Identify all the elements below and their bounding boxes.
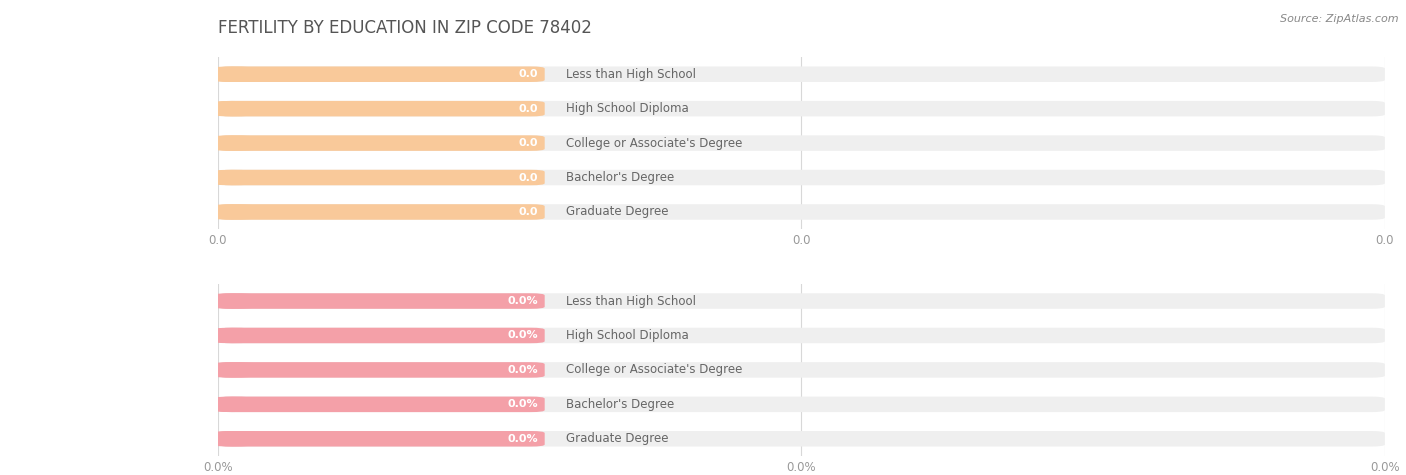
Text: High School Diploma: High School Diploma xyxy=(565,102,689,115)
FancyBboxPatch shape xyxy=(218,170,1385,185)
FancyBboxPatch shape xyxy=(218,431,544,446)
Text: 0.0: 0.0 xyxy=(519,69,537,79)
Text: 0.0%: 0.0% xyxy=(508,331,537,341)
Text: Less than High School: Less than High School xyxy=(565,68,696,81)
Text: High School Diploma: High School Diploma xyxy=(565,329,689,342)
FancyBboxPatch shape xyxy=(218,362,1385,378)
Text: College or Associate's Degree: College or Associate's Degree xyxy=(565,363,742,376)
FancyBboxPatch shape xyxy=(218,397,1385,412)
FancyBboxPatch shape xyxy=(218,328,1385,343)
FancyBboxPatch shape xyxy=(218,135,1385,151)
Circle shape xyxy=(184,102,280,115)
Circle shape xyxy=(184,171,280,184)
FancyBboxPatch shape xyxy=(218,204,1385,220)
FancyBboxPatch shape xyxy=(218,204,544,220)
Text: 0.0: 0.0 xyxy=(519,104,537,114)
Text: Less than High School: Less than High School xyxy=(565,294,696,307)
FancyBboxPatch shape xyxy=(218,328,544,343)
Circle shape xyxy=(184,67,280,81)
Circle shape xyxy=(184,398,280,411)
Circle shape xyxy=(184,363,280,377)
Circle shape xyxy=(184,432,280,446)
Text: College or Associate's Degree: College or Associate's Degree xyxy=(565,137,742,150)
Circle shape xyxy=(184,294,280,308)
Text: Source: ZipAtlas.com: Source: ZipAtlas.com xyxy=(1281,14,1399,24)
Text: FERTILITY BY EDUCATION IN ZIP CODE 78402: FERTILITY BY EDUCATION IN ZIP CODE 78402 xyxy=(218,19,592,37)
FancyBboxPatch shape xyxy=(218,293,1385,309)
FancyBboxPatch shape xyxy=(218,101,1385,116)
FancyBboxPatch shape xyxy=(218,135,544,151)
Text: 0.0: 0.0 xyxy=(519,172,537,182)
Text: 0.0: 0.0 xyxy=(519,207,537,217)
Circle shape xyxy=(184,136,280,150)
Text: 0.0%: 0.0% xyxy=(508,434,537,444)
Text: Bachelor's Degree: Bachelor's Degree xyxy=(565,398,673,411)
FancyBboxPatch shape xyxy=(218,170,544,185)
Text: Bachelor's Degree: Bachelor's Degree xyxy=(565,171,673,184)
Circle shape xyxy=(184,205,280,219)
Text: 0.0%: 0.0% xyxy=(508,399,537,409)
Circle shape xyxy=(184,329,280,342)
Text: Graduate Degree: Graduate Degree xyxy=(565,432,668,445)
FancyBboxPatch shape xyxy=(218,362,544,378)
Text: 0.0: 0.0 xyxy=(519,138,537,148)
FancyBboxPatch shape xyxy=(218,397,544,412)
FancyBboxPatch shape xyxy=(218,431,1385,446)
FancyBboxPatch shape xyxy=(218,293,544,309)
Text: 0.0%: 0.0% xyxy=(508,365,537,375)
FancyBboxPatch shape xyxy=(218,101,544,116)
Text: Graduate Degree: Graduate Degree xyxy=(565,206,668,219)
Text: 0.0%: 0.0% xyxy=(508,296,537,306)
FancyBboxPatch shape xyxy=(218,66,1385,82)
FancyBboxPatch shape xyxy=(218,66,544,82)
